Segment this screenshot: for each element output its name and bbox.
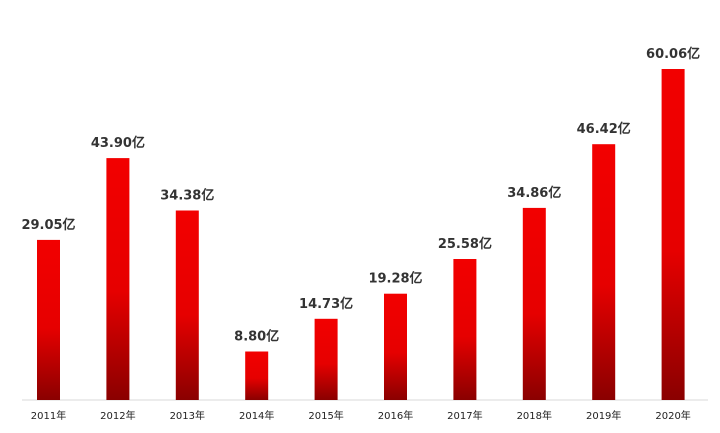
x-tick-label-2020年: 2020年: [655, 409, 690, 422]
x-tick-label-2019年: 2019年: [586, 409, 621, 422]
data-label-2014年: 8.80亿: [234, 329, 279, 345]
data-label-2017年: 25.58亿: [438, 236, 492, 252]
data-label-2015年: 14.73亿: [299, 296, 353, 312]
x-tick-label-2012年: 2012年: [100, 409, 135, 422]
bar-2018年: [522, 207, 546, 400]
data-label-2011年: 29.05亿: [21, 217, 75, 233]
x-tick-labels: 2011年 2012年 2013年 2014年 2015年 2016年 2017年 2018年…: [31, 409, 691, 422]
x-tick-label-2017年: 2017年: [447, 409, 482, 422]
bars: [37, 69, 685, 400]
bar-2016年: [384, 293, 407, 400]
bar-2019年: [592, 144, 616, 400]
bar-2014年: [245, 351, 269, 400]
data-label-2012年: 43.90亿: [91, 135, 145, 151]
bar-2011年: [37, 239, 60, 400]
bar-2013年: [175, 210, 199, 400]
x-tick-label-2014年: 2014年: [239, 409, 274, 422]
data-label-2020年: 60.06亿: [646, 46, 700, 62]
data-label-2019年: 46.42亿: [577, 121, 631, 137]
data-label-2016年: 19.28亿: [368, 271, 422, 287]
x-tick-label-2013年: 2013年: [170, 409, 205, 422]
bar-2020年: [661, 69, 685, 400]
bar-2012年: [106, 158, 130, 400]
x-tick-label-2015年: 2015年: [308, 409, 343, 422]
bar-2017年: [453, 259, 477, 400]
data-labels: 29.05亿 43.90亿 34.38亿 8.80亿 14.73亿 19.28亿 25.58…: [21, 46, 700, 345]
bar-2015年: [314, 318, 338, 400]
data-label-2013年: 34.38亿: [160, 188, 214, 204]
x-tick-label-2018年: 2018年: [517, 409, 552, 422]
x-tick-label-2016年: 2016年: [378, 409, 413, 422]
x-tick-label-2011年: 2011年: [31, 409, 66, 422]
data-label-2018年: 34.86亿: [507, 185, 561, 201]
